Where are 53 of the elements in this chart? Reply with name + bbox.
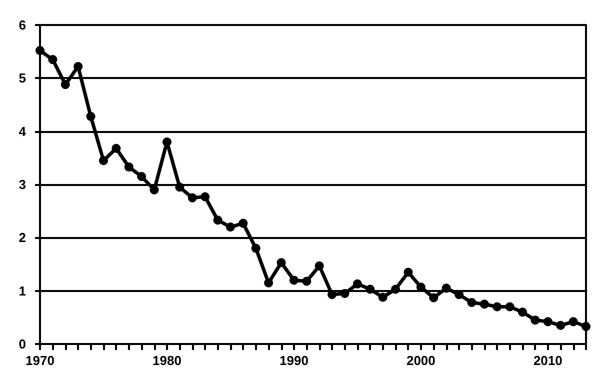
point (289, 276, 298, 285)
y-tick-label: 6 (18, 18, 26, 32)
point (302, 276, 312, 286)
point (238, 218, 248, 228)
point (60, 80, 70, 90)
point (582, 322, 590, 331)
point (251, 244, 260, 253)
point (124, 162, 134, 172)
point (150, 185, 159, 194)
point (276, 258, 286, 268)
point (188, 193, 197, 202)
point (340, 288, 350, 298)
point (530, 316, 540, 325)
point (378, 292, 388, 302)
point (429, 293, 438, 302)
point (391, 284, 400, 294)
point (352, 279, 362, 288)
point (314, 261, 324, 270)
point (213, 216, 222, 225)
x-tick-label: 2010 (533, 353, 562, 368)
x-tick-label: 1990 (279, 353, 308, 368)
y-tick-label: 3 (18, 177, 26, 192)
point (36, 46, 44, 56)
point (366, 284, 375, 294)
x-tick-label: 1970 (26, 353, 54, 368)
point (467, 298, 476, 308)
x-tick-label: 1980 (152, 353, 182, 368)
point (226, 222, 235, 232)
y-tick-label: 2 (18, 230, 26, 246)
point (442, 284, 451, 293)
point (48, 55, 58, 64)
point (492, 302, 502, 312)
point (175, 182, 184, 192)
x-tick-label: 2000 (406, 353, 436, 368)
point (112, 144, 121, 153)
y-tick-label: 4 (18, 124, 27, 139)
point (137, 172, 146, 182)
point (556, 320, 566, 330)
point (200, 192, 210, 202)
y-tick-label: 0 (18, 336, 26, 352)
point (74, 62, 83, 71)
y-tick-label: 5 (18, 70, 26, 86)
point (518, 308, 528, 317)
point (86, 112, 96, 121)
point (99, 156, 108, 166)
point (162, 137, 172, 146)
point (543, 317, 552, 326)
point (568, 317, 578, 326)
point (264, 278, 274, 288)
y-tick-label: 1 (18, 283, 26, 298)
point (404, 268, 413, 277)
point (505, 302, 514, 312)
point (480, 300, 489, 309)
